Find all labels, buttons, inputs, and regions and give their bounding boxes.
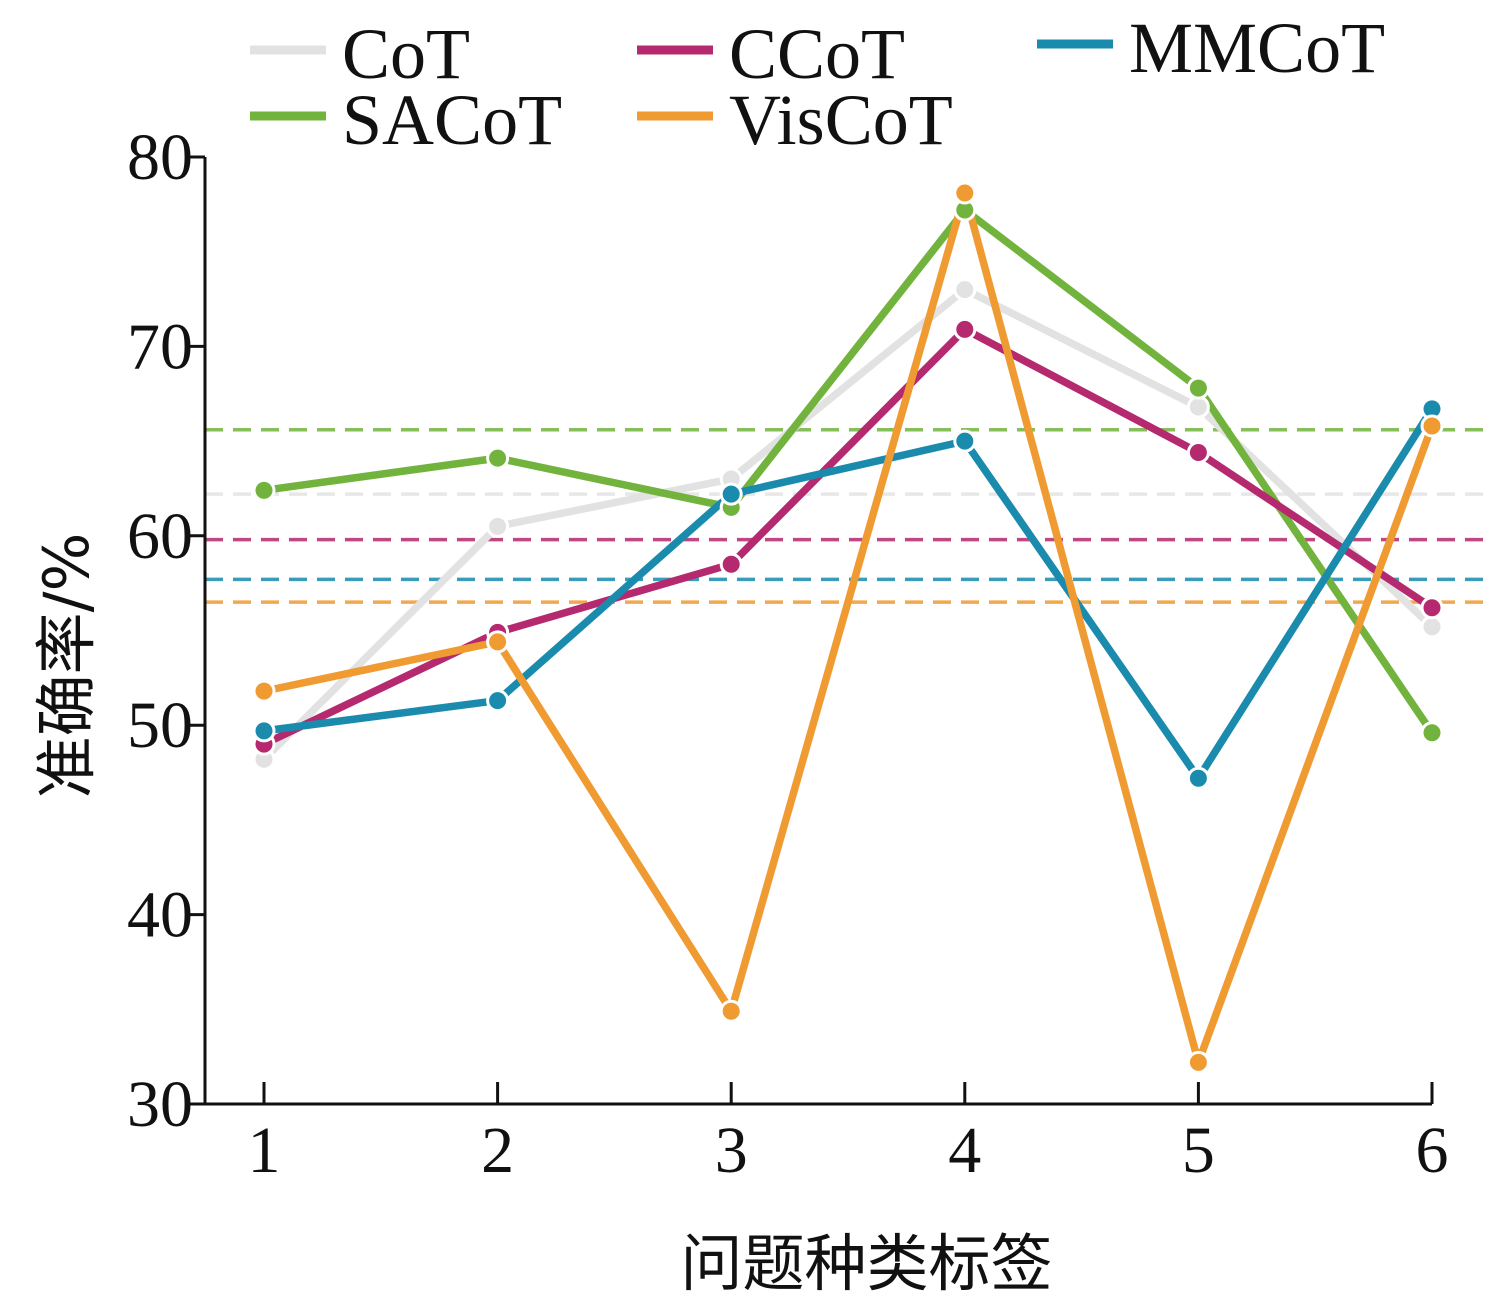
data-point-viscot [953,181,977,205]
x-tick-label: 5 [1182,1114,1215,1187]
data-point-ccot [1420,596,1444,620]
legend-item-cot: CoT [250,14,470,94]
y-axis-title: 准确率/% [30,533,103,799]
x-tick-label: 1 [248,1114,281,1187]
data-point-sacot [252,478,276,502]
data-point-mmcot [486,689,510,713]
data-point-mmcot [953,429,977,453]
data-point-sacot [1186,376,1210,400]
legend-label: VisCoT [729,80,953,160]
legend-label: CCoT [729,14,905,94]
legend-label: SACoT [342,80,562,160]
y-tick-label: 30 [127,1068,193,1141]
y-tick-label: 80 [127,121,193,194]
data-point-sacot [1420,721,1444,745]
data-point-viscot [252,679,276,703]
x-tick-label: 4 [948,1114,981,1187]
legend-item-ccot: CCoT [637,14,905,94]
series-line-mmcot [260,405,1436,782]
legend-item-sacot: SACoT [250,80,562,160]
data-point-cot [1420,615,1444,639]
data-point-mmcot [252,719,276,743]
data-point-ccot [1186,440,1210,464]
data-point-sacot [486,446,510,470]
y-tick-label: 40 [127,879,193,952]
data-point-cot [953,278,977,302]
x-tick-label: 3 [715,1114,748,1187]
x-tick-label: 2 [481,1114,514,1187]
data-point-ccot [719,552,743,576]
series-lines [260,189,1436,1067]
data-point-viscot [1186,1050,1210,1074]
series-line-sacot [260,206,1436,737]
y-tick-label: 50 [127,689,193,762]
legend-label: MMCoT [1129,8,1385,88]
mean-lines [205,427,1490,604]
y-tick-label: 60 [127,500,193,573]
y-ticks: 30 40 50 60 70 80 [127,121,205,1141]
x-ticks: 1 2 3 4 5 6 [248,1082,1449,1187]
x-tick-label: 6 [1416,1114,1449,1187]
axes [203,157,1432,1106]
data-point-ccot [953,317,977,341]
x-axis-title: 问题种类标签 [680,1227,1052,1298]
data-point-viscot [486,630,510,654]
series-points [252,181,1444,1074]
data-point-cot [1186,395,1210,419]
data-point-viscot [1420,414,1444,438]
series-line-viscot [260,189,1436,1067]
data-point-viscot [719,999,743,1023]
y-tick-label: 70 [127,310,193,383]
data-point-mmcot [1186,766,1210,790]
legend-item-mmcot: MMCoT [1037,8,1385,88]
legend-label: CoT [342,14,470,94]
data-point-cot [486,514,510,538]
legend-item-viscot: VisCoT [637,80,953,160]
data-point-mmcot [719,482,743,506]
